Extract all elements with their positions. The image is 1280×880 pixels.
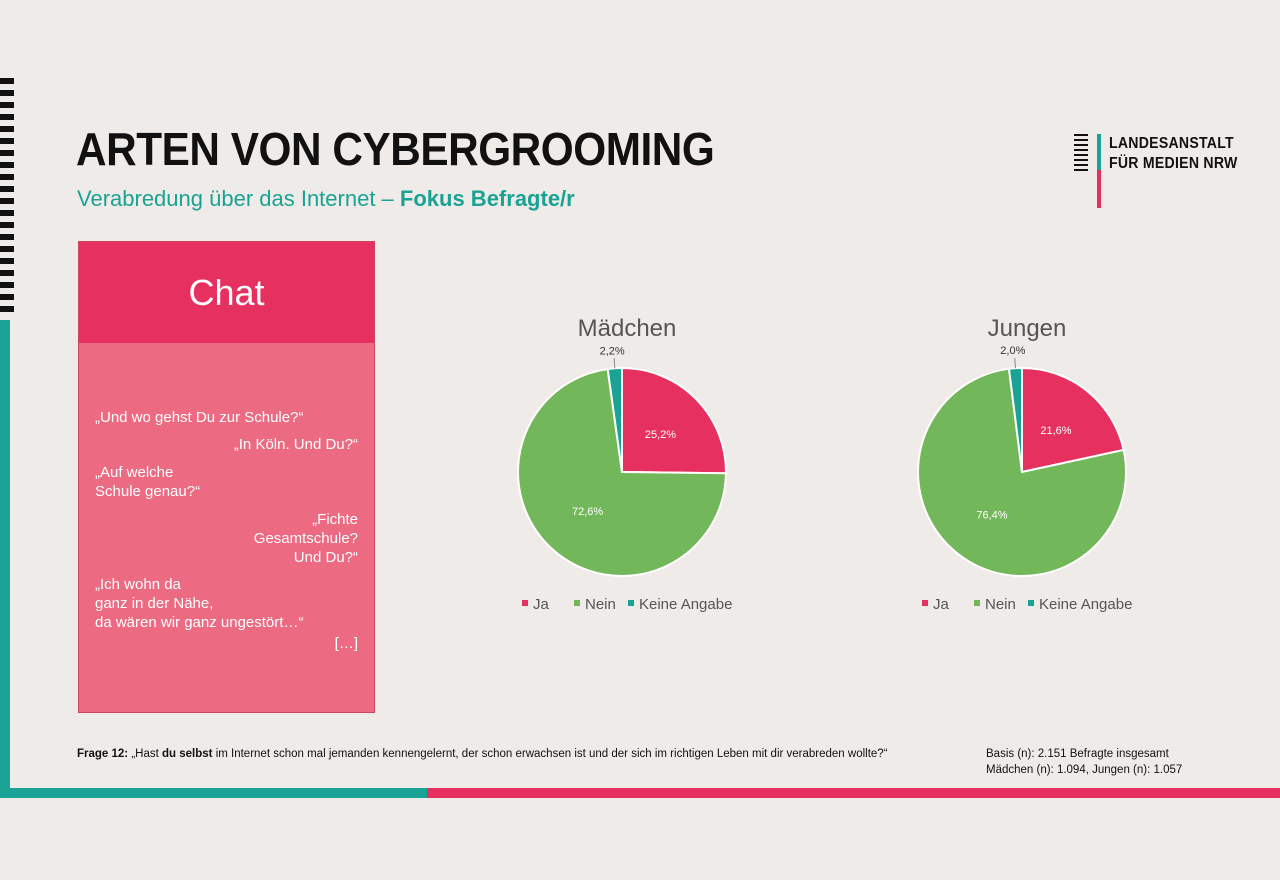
logo-pink-line — [1097, 170, 1101, 208]
landesanstalt-logo: LANDESANSTALT FÜR MEDIEN NRW — [1074, 134, 1237, 210]
question-text-bold: du selbst — [162, 748, 213, 760]
subtitle-regular: Verabredung über das Internet – — [77, 186, 400, 211]
legend-swatch-nein — [974, 600, 980, 606]
pie-slice-nein — [517, 367, 728, 577]
chat-line: „In Köln. Und Du?“ — [233, 436, 358, 453]
pie-slice-ja — [1021, 366, 1125, 474]
teal-border-bottom — [0, 788, 427, 798]
pink-border-bottom — [427, 788, 1280, 798]
chat-line: ganz in der Nähe, — [95, 595, 214, 612]
legend-swatch-ja — [922, 600, 928, 606]
legend-swatch-keine-angabe — [1028, 600, 1034, 606]
chart-title: Mädchen — [578, 315, 677, 342]
basis-line1: Basis (n): 2.151 Befragte insgesamt — [986, 748, 1169, 760]
legend-label-ja: Ja — [533, 596, 550, 613]
logo-bars-icon — [1074, 134, 1088, 174]
logo-line2: FÜR MEDIEN NRW — [1109, 155, 1238, 172]
logo-line1: LANDESANSTALT — [1109, 135, 1234, 152]
pie-slice-nein — [917, 367, 1127, 577]
legend-swatch-nein — [574, 600, 580, 606]
pie-chart-maedchen: Mädchen 25,2% 72,6% 2,2% Ja Nein Keine Angabe — [517, 315, 732, 613]
logo-teal-line — [1097, 134, 1101, 170]
basis-note: Basis (n): 2.151 Befragte insgesamt Mädch… — [986, 746, 1182, 778]
legend-label-nein: Nein — [585, 596, 616, 613]
chart-title: Jungen — [988, 315, 1067, 342]
chat-heading: Chat — [79, 242, 374, 343]
data-label: 76,4% — [976, 509, 1007, 521]
data-label: 2,2% — [600, 345, 625, 357]
decorative-stripes — [0, 78, 14, 320]
chat-line: Und Du?“ — [293, 549, 358, 566]
chat-line: „Fichte — [312, 511, 358, 528]
question-label: Frage 12: — [77, 748, 129, 760]
pie-slice-ja — [621, 366, 727, 475]
chat-line: Gesamtschule? — [253, 530, 358, 547]
leader-line — [1014, 358, 1016, 369]
logo-text: LANDESANSTALT FÜR MEDIEN NRW — [1109, 134, 1238, 174]
question-text-pre: „Hast — [128, 748, 163, 760]
chat-line: Schule genau?“ — [95, 483, 201, 500]
basis-line2: Mädchen (n): 1.094, Jungen (n): 1.057 — [986, 764, 1183, 776]
page-title: ARTEN VON CYBERGROOMING — [76, 123, 715, 175]
leader-line — [613, 358, 616, 369]
chat-line: […] — [334, 635, 358, 652]
legend-swatch-keine-angabe — [628, 600, 634, 606]
chat-line: „Und wo gehst Du zur Schule?“ — [95, 409, 304, 426]
question-text-post: im Internet schon mal jemanden kennengel… — [212, 748, 888, 760]
legend-label-keine-angabe: Keine Angabe — [1039, 596, 1132, 613]
legend-label-ja: Ja — [933, 596, 950, 613]
teal-border-left — [0, 320, 10, 798]
legend-label-nein: Nein — [985, 596, 1016, 613]
chat-line: „Auf welche — [95, 464, 174, 481]
question-footnote: Frage 12: „Hast du selbst im Internet sc… — [77, 746, 907, 762]
data-label: 72,6% — [572, 506, 603, 518]
data-label: 21,6% — [1040, 425, 1071, 437]
data-label: 25,2% — [645, 429, 676, 441]
chat-line: da wären wir ganz ungestört…“ — [95, 614, 304, 631]
legend-label-keine-angabe: Keine Angabe — [639, 596, 732, 613]
legend-swatch-ja — [522, 600, 528, 606]
page-subtitle: Verabredung über das Internet – Fokus Be… — [77, 186, 575, 212]
pie-chart-jungen: Jungen 21,6% 76,4% 2,0% Ja Nein Keine Angabe — [917, 315, 1132, 613]
chat-panel: Chat „Und wo gehst Du zur Schule?“ „In K… — [78, 241, 375, 713]
chat-line: „Ich wohn da — [95, 576, 181, 593]
subtitle-bold: Fokus Befragte/r — [399, 186, 575, 211]
data-label: 2,0% — [1000, 345, 1025, 357]
